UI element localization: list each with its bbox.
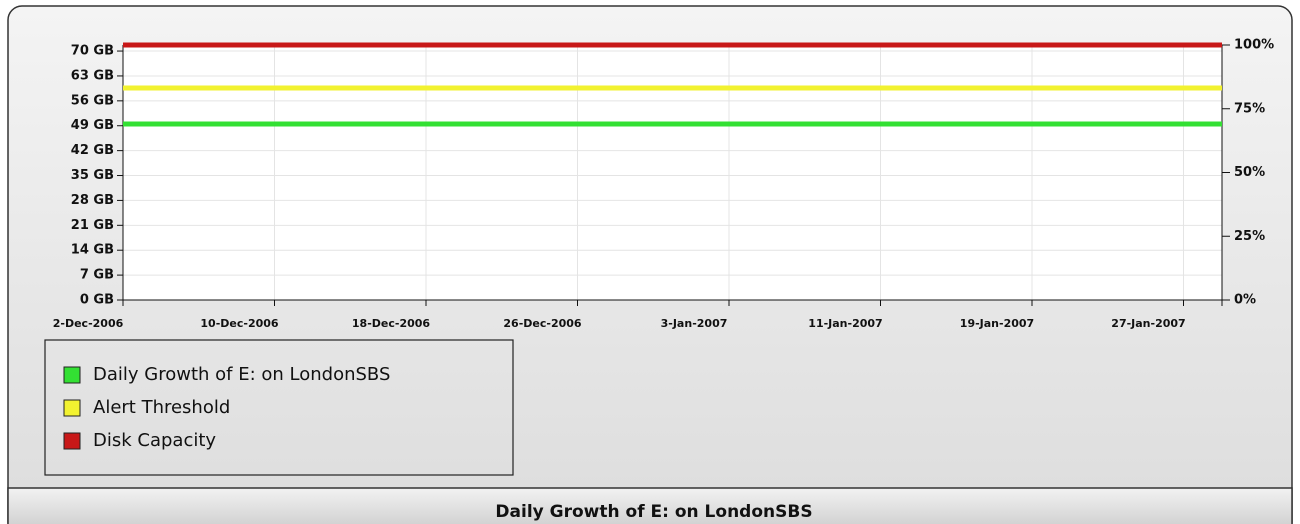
legend-swatch [63, 399, 81, 417]
x-tick-label: 27-Jan-2007 [1111, 317, 1185, 330]
chart-title: Daily Growth of E: on LondonSBS [495, 502, 812, 522]
y-tick-label: 35 GB [71, 168, 114, 183]
y-tick-label: 63 GB [71, 68, 114, 83]
x-tick-label: 2-Dec-2006 [53, 317, 124, 330]
footer-bar [7, 487, 1293, 524]
legend-label: Daily Growth of E: on LondonSBS [93, 364, 390, 385]
x-tick-label: 26-Dec-2006 [503, 317, 582, 330]
x-tick-label: 18-Dec-2006 [352, 317, 431, 330]
x-tick-label: 3-Jan-2007 [661, 317, 728, 330]
legend-swatch [63, 366, 81, 384]
y-tick-label: 49 GB [71, 118, 114, 133]
y2-tick-label: 75% [1234, 101, 1265, 116]
y-tick-label: 70 GB [71, 44, 114, 59]
y-tick-label: 56 GB [71, 93, 114, 108]
y-tick-label: 14 GB [71, 243, 114, 258]
legend-label: Disk Capacity [93, 430, 216, 451]
y2-tick-label: 0% [1234, 293, 1256, 308]
y-tick-label: 28 GB [71, 193, 114, 208]
x-tick-label: 10-Dec-2006 [200, 317, 279, 330]
x-tick-label: 19-Jan-2007 [960, 317, 1034, 330]
x-tick-label: 11-Jan-2007 [808, 317, 882, 330]
legend-swatch [63, 432, 81, 450]
y2-tick-label: 100% [1234, 38, 1274, 53]
y-tick-label: 7 GB [80, 268, 114, 283]
legend-box [44, 339, 514, 476]
legend-label: Alert Threshold [93, 397, 230, 418]
y2-tick-label: 50% [1234, 165, 1265, 180]
y-tick-label: 21 GB [71, 218, 114, 233]
marks [123, 42, 1222, 127]
y2-tick-label: 25% [1234, 229, 1265, 244]
plot-area [123, 45, 1222, 300]
y-tick-label: 0 GB [80, 293, 114, 308]
y-tick-label: 42 GB [71, 143, 114, 158]
